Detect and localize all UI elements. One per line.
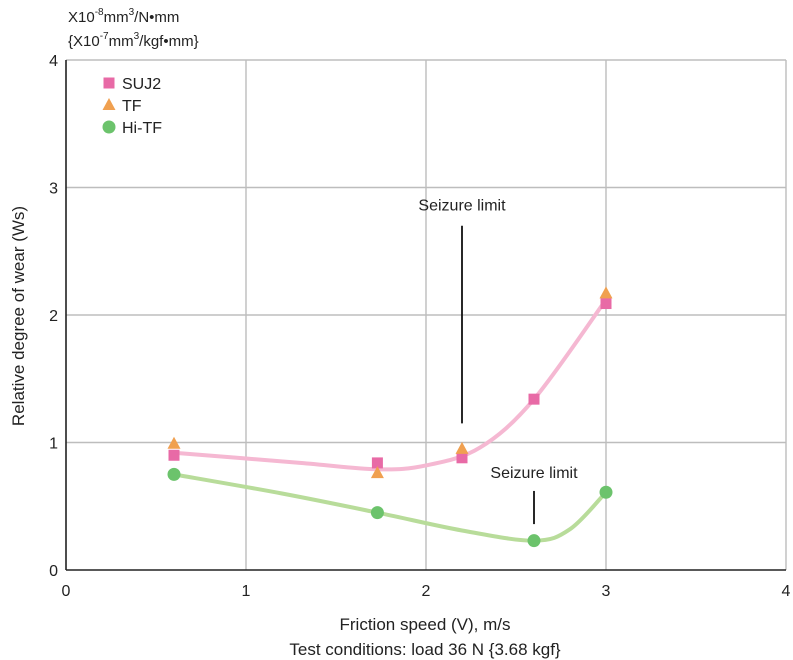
x-tick-label-3: 3 bbox=[602, 583, 611, 600]
unit-label-kgf: {X10-7mm3/kgf•mm} bbox=[68, 31, 199, 50]
seizure-limit-hitf-label: Seizure limit bbox=[490, 465, 578, 482]
curve-hi-tf bbox=[174, 474, 606, 540]
seizure-limit-suj2-label: Seizure limit bbox=[418, 197, 506, 214]
x-tick-label-1: 1 bbox=[242, 583, 251, 600]
point-hi-tf-2 bbox=[528, 534, 541, 547]
point-hi-tf-1 bbox=[371, 506, 384, 519]
x-tick-label-0: 0 bbox=[62, 583, 71, 600]
point-suj2-4 bbox=[601, 298, 612, 309]
y-tick-label-4: 4 bbox=[49, 53, 58, 70]
test-conditions-note: Test conditions: load 36 N {3.68 kgf} bbox=[289, 640, 561, 659]
y-tick-label-1: 1 bbox=[49, 436, 58, 453]
legend: SUJ2 TF Hi-TF bbox=[103, 76, 163, 137]
legend-label-suj2: SUJ2 bbox=[122, 76, 161, 93]
legend-marker-hi-tf bbox=[103, 121, 116, 134]
point-suj2-3 bbox=[529, 394, 540, 405]
point-hi-tf-3 bbox=[600, 486, 613, 499]
y-axis-label: Relative degree of wear (Ws) bbox=[9, 206, 28, 426]
y-tick-label-2: 2 bbox=[49, 308, 58, 325]
y-tick-label-0: 0 bbox=[49, 563, 58, 580]
legend-label-hi-tf: Hi-TF bbox=[122, 120, 162, 137]
point-tf-3 bbox=[600, 286, 613, 298]
unit-label-si: X10-8mm3/N•mm bbox=[68, 7, 179, 26]
data-points bbox=[168, 286, 613, 547]
legend-marker-suj2 bbox=[104, 78, 115, 89]
point-tf-2 bbox=[456, 442, 469, 454]
trend-curves bbox=[174, 300, 606, 541]
point-hi-tf-0 bbox=[168, 468, 181, 481]
x-tick-label-2: 2 bbox=[422, 583, 431, 600]
curve-suj2 bbox=[174, 300, 606, 470]
y-tick-label-3: 3 bbox=[49, 181, 58, 198]
point-suj2-0 bbox=[169, 450, 180, 461]
x-axis-label: Friction speed (V), m/s bbox=[340, 615, 511, 634]
annotations: Seizure limit Seizure limit bbox=[418, 197, 578, 524]
grid bbox=[66, 60, 786, 570]
legend-label-tf: TF bbox=[122, 98, 142, 115]
x-tick-label-4: 4 bbox=[782, 583, 791, 600]
legend-marker-tf bbox=[103, 98, 116, 110]
point-suj2-2 bbox=[457, 452, 468, 463]
